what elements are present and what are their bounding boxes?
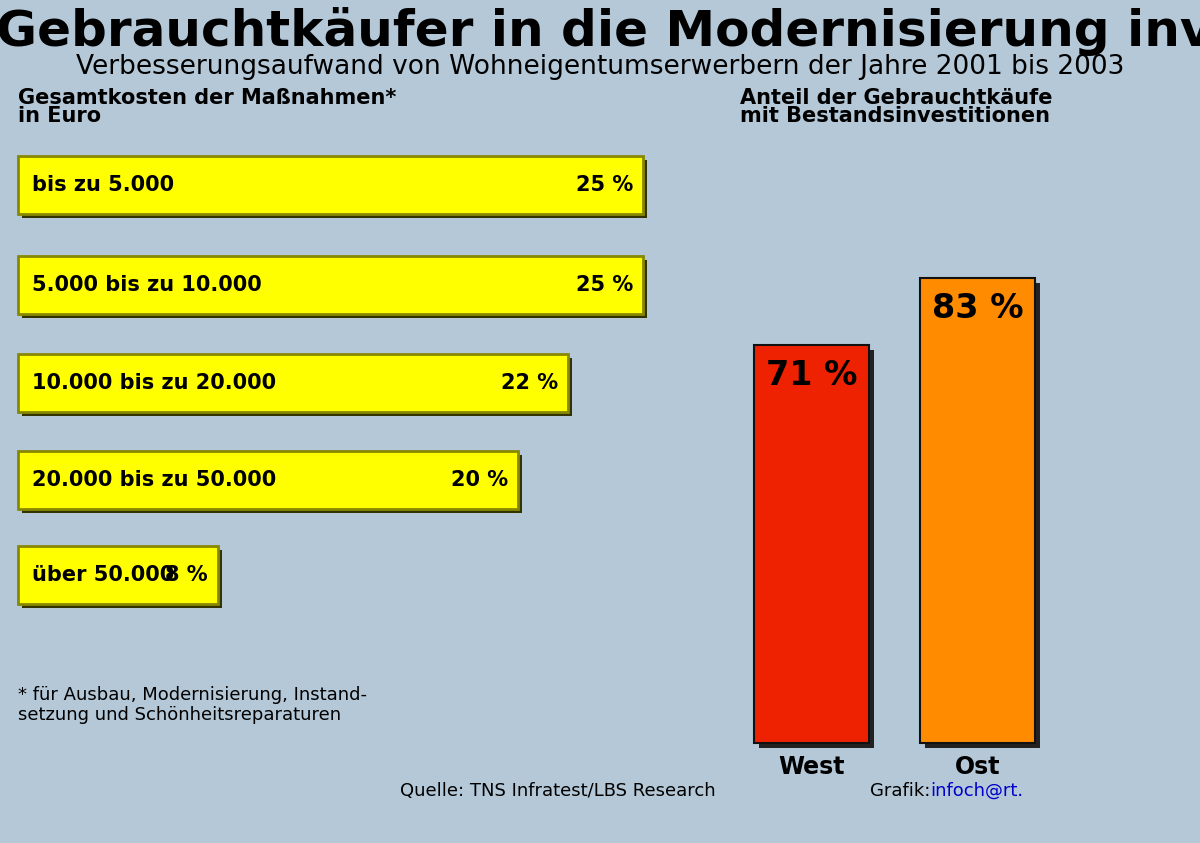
- Text: in Euro: in Euro: [18, 106, 101, 126]
- Bar: [760, 351, 874, 748]
- Text: 5.000 bis zu 10.000: 5.000 bis zu 10.000: [32, 275, 262, 295]
- Bar: [22, 260, 647, 318]
- Text: 22 %: 22 %: [500, 373, 558, 393]
- Bar: [18, 354, 568, 412]
- Text: Anteil der Gebrauchtkäufe: Anteil der Gebrauchtkäufe: [740, 88, 1052, 108]
- Text: Ost: Ost: [955, 755, 1001, 779]
- Text: infoch@rt.: infoch@rt.: [930, 782, 1024, 800]
- Bar: [18, 156, 643, 214]
- Bar: [22, 160, 647, 218]
- Text: setzung und Schönheitsreparaturen: setzung und Schönheitsreparaturen: [18, 706, 341, 724]
- Text: Wie viel Gebrauchtkäufer in die Modernisierung investieren: Wie viel Gebrauchtkäufer in die Modernis…: [0, 7, 1200, 56]
- Text: mit Bestandsinvestitionen: mit Bestandsinvestitionen: [740, 106, 1050, 126]
- Bar: [18, 451, 518, 509]
- Bar: [754, 346, 869, 743]
- Text: 83 %: 83 %: [931, 292, 1024, 325]
- Bar: [920, 278, 1034, 743]
- Text: Grafik:: Grafik:: [870, 782, 936, 800]
- Text: bis zu 5.000: bis zu 5.000: [32, 175, 174, 195]
- Bar: [22, 358, 572, 416]
- Text: Verbesserungsaufwand von Wohneigentumserwerbern der Jahre 2001 bis 2003: Verbesserungsaufwand von Wohneigentumser…: [76, 54, 1124, 80]
- Bar: [18, 256, 643, 314]
- Text: West: West: [779, 755, 845, 779]
- Text: über 50.000: über 50.000: [32, 565, 174, 585]
- Text: Quelle: TNS Infratest/LBS Research: Quelle: TNS Infratest/LBS Research: [400, 782, 715, 800]
- Bar: [22, 455, 522, 513]
- Text: 20.000 bis zu 50.000: 20.000 bis zu 50.000: [32, 470, 276, 490]
- Text: 25 %: 25 %: [576, 175, 634, 195]
- Text: 71 %: 71 %: [766, 359, 857, 392]
- Text: 25 %: 25 %: [576, 275, 634, 295]
- Text: 10.000 bis zu 20.000: 10.000 bis zu 20.000: [32, 373, 276, 393]
- Text: Gesamtkosten der Maßnahmen*: Gesamtkosten der Maßnahmen*: [18, 88, 396, 108]
- Bar: [22, 550, 222, 608]
- Bar: [18, 546, 218, 604]
- Text: * für Ausbau, Modernisierung, Instand-: * für Ausbau, Modernisierung, Instand-: [18, 686, 367, 704]
- Text: 20 %: 20 %: [451, 470, 508, 490]
- Text: 8 %: 8 %: [166, 565, 208, 585]
- Bar: [925, 283, 1040, 748]
